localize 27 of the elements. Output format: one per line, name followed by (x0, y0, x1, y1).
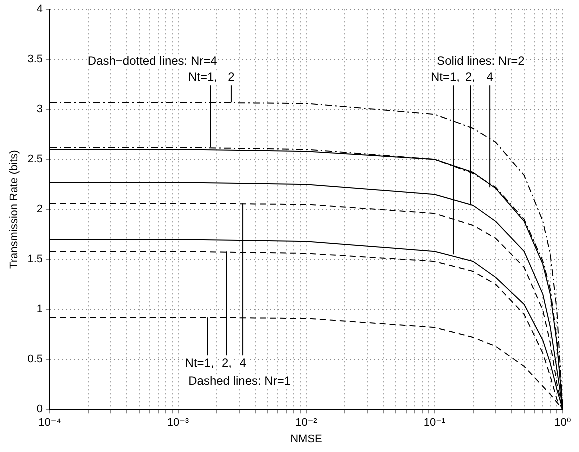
x-tick-label: 10⁻⁴ (38, 417, 62, 430)
annotation: Nt=1, (185, 356, 214, 370)
y-tick-label: 3 (36, 104, 43, 116)
annotation: 4 (486, 70, 494, 84)
annotation: 2, (465, 70, 476, 84)
annotation: Solid lines: Nr=2 (437, 54, 526, 68)
y-tick-label: 4 (36, 4, 43, 16)
y-tick-label: 2 (36, 204, 43, 216)
y-tick-label: 0 (36, 404, 43, 416)
annotation: 2 (228, 70, 236, 84)
y-tick-label: 3.5 (28, 54, 43, 66)
y-tick-label: 2.5 (28, 154, 43, 166)
y-tick-label: 1 (36, 304, 43, 316)
y-axis-title: Transmission Rate (bits) (8, 150, 21, 269)
y-tick-label: 0.5 (28, 354, 43, 366)
annotation: 2, (222, 356, 232, 370)
annotation: Dashed lines: Nr=1 (188, 374, 292, 388)
x-tick-label: 10⁰ (554, 417, 572, 430)
x-tick-label: 10⁻¹ (424, 417, 446, 430)
x-axis-title: NMSE (290, 433, 322, 446)
annotation: Nt=1, (188, 70, 218, 84)
y-tick-label: 1.5 (28, 254, 43, 266)
annotation: 4 (240, 356, 247, 370)
annotation: Nt=1, (430, 70, 460, 84)
annotation: Dash−dotted lines: Nr=4 (88, 54, 218, 68)
x-tick-label: 10⁻³ (167, 417, 190, 430)
x-tick-label: 10⁻² (296, 417, 318, 430)
